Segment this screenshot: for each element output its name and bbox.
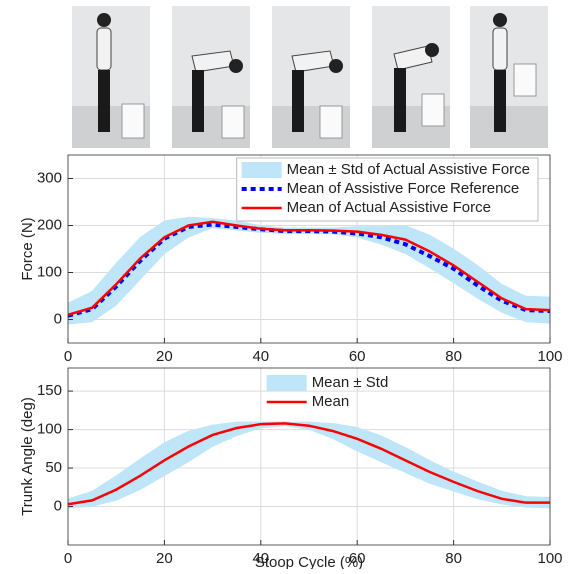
y-axis-label: Trunk Angle (deg) bbox=[19, 397, 36, 516]
plot-frame bbox=[67, 367, 551, 546]
plot-frame bbox=[67, 154, 551, 344]
legend: Mean ± Std of Actual Assistive Force Mean… bbox=[236, 157, 539, 222]
x-tick-label: 0 bbox=[64, 550, 72, 567]
y-tick-label: 300 bbox=[37, 169, 62, 186]
x-tick-label: 0 bbox=[64, 348, 72, 365]
photo bbox=[470, 6, 548, 148]
y-tick-label: 50 bbox=[45, 459, 62, 476]
photo bbox=[172, 6, 250, 148]
legend-label: Mean ± Std of Actual Assistive Force bbox=[287, 161, 530, 178]
y-axis-label: Force (N) bbox=[19, 217, 36, 280]
y-tick-label: 0 bbox=[54, 310, 62, 327]
legend-label: Mean of Actual Assistive Force bbox=[287, 199, 491, 216]
x-tick-label: 40 bbox=[252, 550, 269, 567]
x-tick-label: 40 bbox=[252, 348, 269, 365]
y-tick-label: 200 bbox=[37, 216, 62, 233]
x-tick-label: 20 bbox=[156, 550, 173, 567]
photo-strip bbox=[72, 6, 548, 148]
x-tick-label: 80 bbox=[445, 348, 462, 365]
y-tick-label: 150 bbox=[37, 382, 62, 399]
x-axis-label: Stoop Cycle (%) bbox=[255, 554, 363, 569]
x-tick-label: 100 bbox=[537, 550, 562, 567]
std-band bbox=[68, 490, 93, 509]
x-tick-label: 20 bbox=[156, 348, 173, 365]
series-line bbox=[68, 422, 550, 506]
y-tick-label: 100 bbox=[37, 263, 62, 280]
legend-label: Mean ± Std bbox=[312, 374, 389, 391]
x-tick-label: 60 bbox=[349, 348, 366, 365]
legend-label: Mean of Assistive Force Reference bbox=[287, 180, 520, 197]
series-line bbox=[68, 220, 550, 316]
plot-area bbox=[68, 216, 550, 325]
legend-swatch bbox=[241, 162, 282, 178]
legend: Mean ± Std Mean bbox=[266, 374, 389, 410]
photo bbox=[372, 6, 450, 148]
std-band bbox=[140, 442, 165, 491]
std-band bbox=[91, 262, 117, 323]
photo bbox=[72, 6, 150, 148]
std-band bbox=[115, 458, 141, 501]
x-tick-label: 80 bbox=[445, 550, 462, 567]
x-tick-label: 60 bbox=[349, 550, 366, 567]
y-tick-label: 0 bbox=[54, 497, 62, 514]
y-tick-label: 100 bbox=[37, 421, 62, 438]
plot-area bbox=[68, 421, 550, 509]
legend-frame bbox=[236, 157, 539, 222]
legend-swatch bbox=[266, 375, 307, 391]
x-tick-label: 100 bbox=[537, 348, 562, 365]
legend-label: Mean bbox=[312, 393, 350, 410]
photo bbox=[272, 6, 350, 148]
